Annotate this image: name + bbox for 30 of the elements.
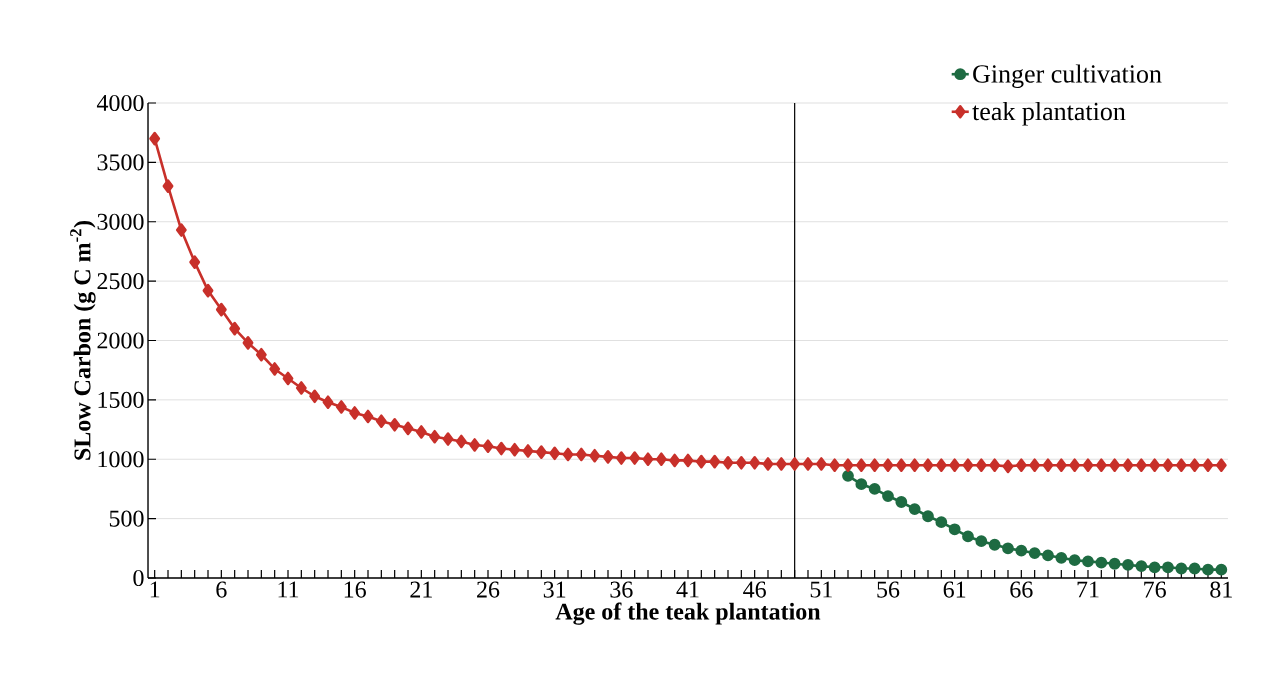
y-tick-label: 3000	[97, 213, 144, 230]
x-tick-label: 31	[543, 581, 566, 598]
x-tick-label: 21	[410, 581, 432, 598]
x-tick-label: 56	[877, 581, 900, 598]
y-tick-label: 2500	[97, 273, 144, 290]
y-axis-title: SLow Carbon (g C m$^{-2}$)	[70, 220, 96, 460]
y-tick-label: 1500	[98, 391, 144, 408]
legend-label: Ginger cultivation	[973, 64, 1162, 89]
y-tick-label: 4000	[96, 94, 144, 112]
x-tick-label: 81	[1210, 581, 1232, 598]
x-tick-label: 61	[943, 581, 966, 598]
x-tick-label: 41	[676, 581, 699, 598]
x-tick-label: 36	[610, 581, 633, 598]
legend-label: teak plantation	[972, 101, 1126, 126]
x-tick-label: 16	[344, 581, 366, 598]
x-tick-label: 71	[1077, 581, 1099, 598]
x-tick-label: 6	[216, 581, 227, 598]
x-tick-label: 76	[1144, 581, 1166, 598]
x-axis-title: Age of the teak plantation	[555, 602, 821, 625]
y-tick-label: 2000	[97, 332, 144, 349]
x-tick-label: 1	[150, 581, 160, 598]
x-tick-label: 51	[810, 581, 832, 598]
x-tick-label: 26	[477, 581, 500, 598]
x-tick-label: 11	[278, 581, 299, 598]
x-tick-label: 66	[1010, 581, 1033, 598]
y-tick-label: 500	[109, 510, 144, 527]
x-tick-label: 46	[743, 581, 766, 598]
y-tick-label: 3500	[97, 154, 144, 171]
y-tick-label: 0	[133, 569, 144, 587]
y-tick-label: 1000	[98, 451, 144, 468]
